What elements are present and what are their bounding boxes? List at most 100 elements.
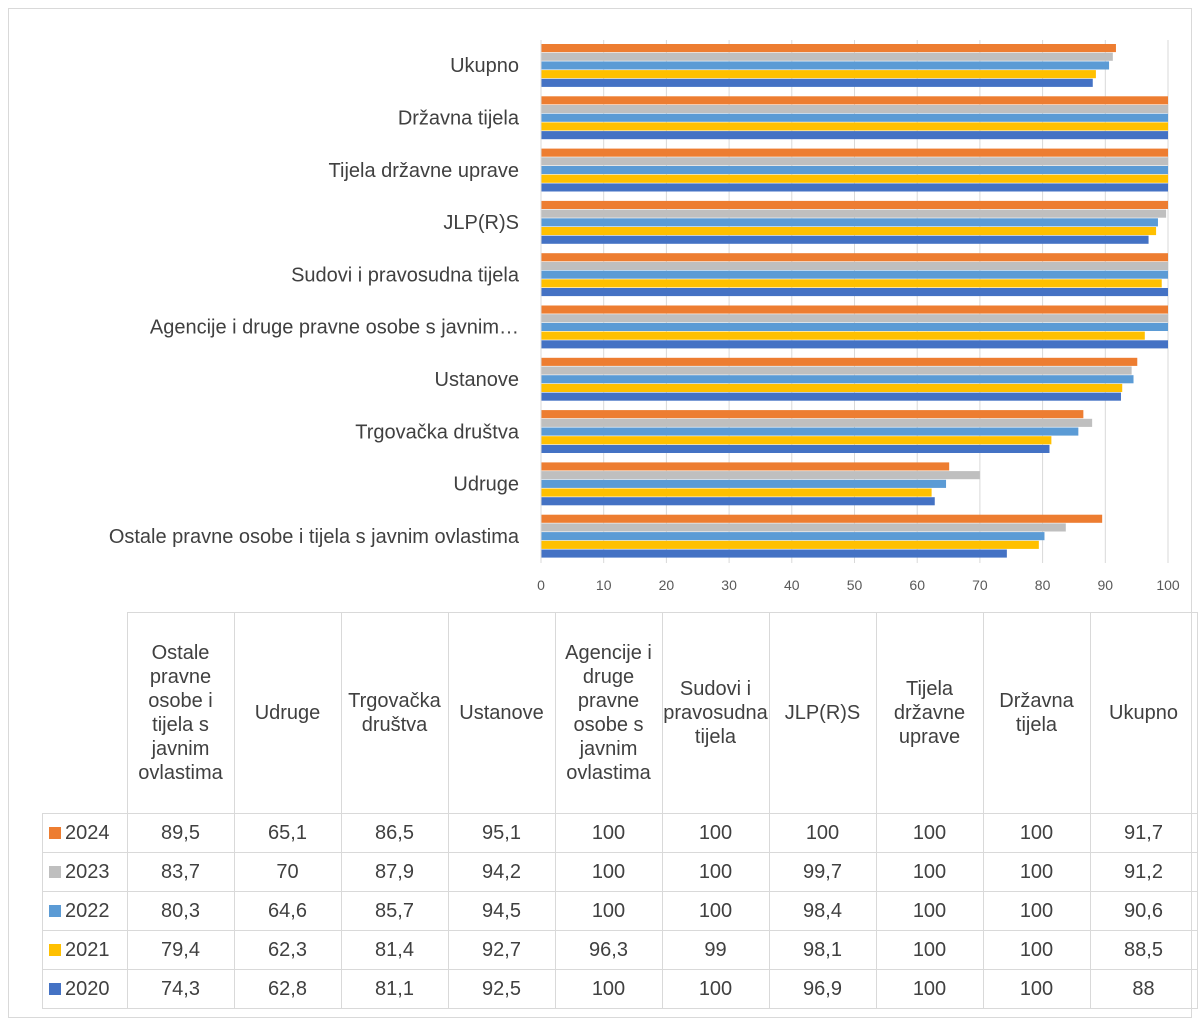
table-cell: 100 (875, 969, 984, 1009)
bar-2021 (541, 227, 1157, 236)
bar-2023 (541, 105, 1168, 114)
bar-2023 (541, 523, 1066, 532)
table-cell: 80,3 (126, 891, 235, 931)
bar-2020 (541, 78, 1093, 87)
bar-2021 (541, 383, 1123, 392)
bar-2022 (541, 427, 1079, 436)
bar-2021 (541, 540, 1039, 549)
table-cell: 100 (982, 852, 1091, 892)
table-row: 2023 83,7 70 87,9 94,2 100 100 99,7 100 100 91,2 (42, 852, 1198, 892)
category-label: JLP(R)S (443, 212, 519, 234)
x-tick-label: 30 (721, 577, 737, 593)
bar-2022 (541, 532, 1045, 541)
category-label: Državna tijela (398, 107, 520, 129)
table-cell: 65,1 (233, 813, 342, 853)
bar-2023 (541, 157, 1168, 166)
table-cell: 96,3 (554, 930, 663, 970)
table-cell: 100 (875, 852, 984, 892)
table-row: 2022 80,3 64,6 85,7 94,5 100 100 98,4 100 100 90,6 (42, 891, 1198, 931)
legend-swatch (49, 943, 61, 956)
x-tick-label: 20 (659, 577, 675, 593)
table-column-header: Ustanove (447, 612, 556, 814)
table-corner (42, 612, 128, 814)
table-cell: 83,7 (126, 852, 235, 892)
table-cell: 100 (554, 852, 663, 892)
x-tick-label: 100 (1156, 577, 1180, 593)
bar-2023 (541, 52, 1113, 61)
series-name: 2020 (65, 977, 110, 1000)
category-label: Udruge (453, 474, 519, 496)
bar-2021 (541, 122, 1168, 131)
table-column-header: Agencije i druge pravne osobe s javnim o… (554, 612, 663, 814)
data-table: Ostale pravne osobe i tijela s javnim ov… (42, 612, 1198, 1009)
series-name: 2022 (65, 899, 110, 922)
table-cell: 70 (233, 852, 342, 892)
bar-2022 (541, 270, 1168, 279)
bar-2023 (541, 366, 1132, 375)
bar-2021 (541, 488, 932, 497)
bar-2022 (541, 113, 1168, 122)
x-tick-label: 10 (596, 577, 612, 593)
table-cell: 100 (661, 813, 770, 853)
bar-2020 (541, 549, 1007, 558)
table-cell: 100 (661, 969, 770, 1009)
bar-2024 (541, 96, 1168, 105)
table-cell: 92,5 (447, 969, 556, 1009)
table-column-header: Trgovačka društva (340, 612, 449, 814)
category-label: Tijela državne uprave (329, 160, 519, 182)
bar-2022 (541, 166, 1168, 175)
bar-2023 (541, 471, 980, 480)
table-cell: 91,7 (1089, 813, 1198, 853)
x-tick-label: 50 (847, 577, 863, 593)
table-cell: 98,1 (768, 930, 877, 970)
table-cell: 88 (1089, 969, 1198, 1009)
legend-swatch (49, 826, 61, 839)
table-cell: 100 (661, 852, 770, 892)
table-cell: 100 (982, 891, 1091, 931)
table-cell: 94,2 (447, 852, 556, 892)
bar-2022 (541, 218, 1158, 227)
bar-chart: Ostale pravne osobe i tijela s javnim ov… (109, 40, 1180, 593)
table-cell: 64,6 (233, 891, 342, 931)
bar-2021 (541, 279, 1162, 288)
table-cell: 79,4 (126, 930, 235, 970)
table-cell: 100 (982, 813, 1091, 853)
bar-2024 (541, 148, 1168, 157)
category-label: Agencije i druge pravne osobe s javnim… (150, 317, 519, 339)
table-column-header: Ostale pravne osobe i tijela s javnim ov… (126, 612, 235, 814)
x-tick-label: 40 (784, 577, 800, 593)
category-label: Sudovi i pravosudna tijela (291, 264, 520, 286)
bar-2024 (541, 253, 1168, 262)
bar-2024 (541, 462, 950, 471)
table-row: 2024 89,5 65,1 86,5 95,1 100 100 100 100 100 91,7 (42, 813, 1198, 853)
table-cell: 100 (875, 930, 984, 970)
x-tick-label: 0 (537, 577, 545, 593)
bar-2021 (541, 436, 1052, 445)
table-header-row: Ostale pravne osobe i tijela s javnim ov… (42, 612, 1198, 814)
bar-2022 (541, 322, 1168, 331)
category-label: Ustanove (435, 369, 520, 391)
table-cell: 62,8 (233, 969, 342, 1009)
x-tick-label: 90 (1098, 577, 1114, 593)
bar-2020 (541, 497, 935, 506)
bar-2020 (541, 444, 1050, 453)
table-column-header: Državna tijela (982, 612, 1091, 814)
table-cell: 85,7 (340, 891, 449, 931)
table-cell: 100 (554, 813, 663, 853)
table-cell: 100 (554, 891, 663, 931)
legend-entry: 2023 (42, 852, 128, 892)
bar-2023 (541, 209, 1167, 218)
legend-entry: 2020 (42, 969, 128, 1009)
table-cell: 100 (554, 969, 663, 1009)
table-column-header: Udruge (233, 612, 342, 814)
series-name: 2024 (65, 821, 110, 844)
table-body: 2024 89,5 65,1 86,5 95,1 100 100 100 100 100 91,7 2… (42, 813, 1198, 1009)
table-cell: 95,1 (447, 813, 556, 853)
table-cell: 92,7 (447, 930, 556, 970)
bar-2023 (541, 418, 1093, 427)
table-row: 2020 74,3 62,8 81,1 92,5 100 100 96,9 100 100 88 (42, 969, 1198, 1009)
bar-2020 (541, 183, 1168, 192)
chart-frame (8, 8, 1192, 1018)
category-label: Ukupno (450, 55, 519, 77)
bar-2020 (541, 392, 1121, 401)
